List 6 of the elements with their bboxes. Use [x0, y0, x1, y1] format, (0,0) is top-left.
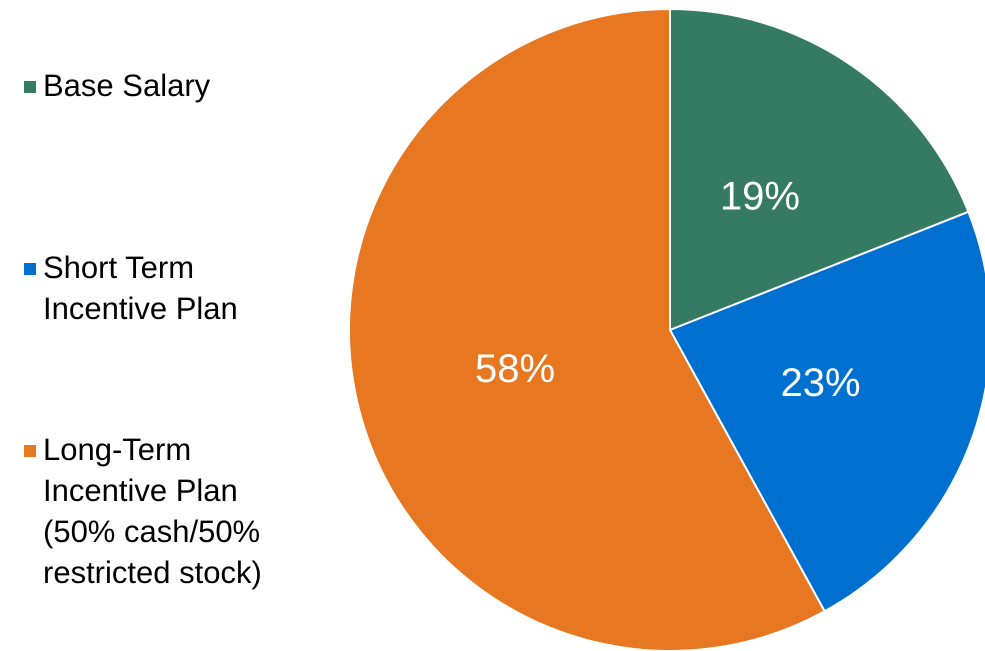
legend-label: Base Salary: [43, 68, 211, 103]
data-label: 23%: [780, 361, 861, 406]
legend-label: Long-Term Incentive Plan (50% cash/50% restricted stock): [43, 432, 262, 590]
data-label: 19%: [720, 174, 800, 219]
data-label: 58%: [474, 346, 556, 391]
legend-label: Short Term Incentive Plan: [43, 250, 238, 326]
